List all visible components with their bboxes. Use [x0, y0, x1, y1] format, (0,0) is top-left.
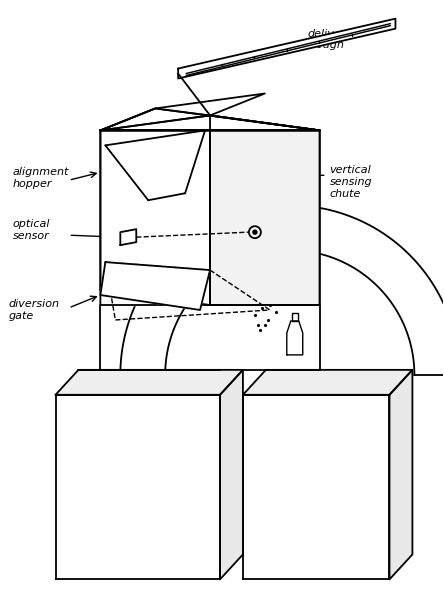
Polygon shape [100, 115, 210, 305]
Polygon shape [210, 115, 320, 305]
Polygon shape [100, 109, 320, 130]
Polygon shape [100, 115, 210, 305]
Polygon shape [56, 395, 220, 580]
Polygon shape [100, 93, 320, 130]
Polygon shape [120, 229, 136, 245]
Text: optical
sensor: optical sensor [13, 219, 50, 241]
Polygon shape [220, 370, 243, 580]
Polygon shape [389, 370, 412, 580]
Polygon shape [292, 313, 298, 321]
Circle shape [253, 230, 257, 234]
Polygon shape [178, 18, 396, 79]
Text: alignment
hopper: alignment hopper [13, 168, 69, 189]
Polygon shape [243, 370, 412, 395]
Polygon shape [100, 109, 320, 130]
Text: light
source: light source [329, 230, 367, 252]
Text: vertical
sensing
chute: vertical sensing chute [329, 165, 372, 198]
Text: delivery
trough: delivery trough [308, 29, 353, 50]
Polygon shape [100, 262, 210, 310]
Text: clear
output: clear output [296, 476, 337, 503]
Polygon shape [210, 115, 320, 305]
Text: color
output: color output [117, 476, 158, 503]
Polygon shape [100, 115, 320, 130]
Polygon shape [56, 370, 243, 395]
Polygon shape [287, 321, 303, 355]
Polygon shape [243, 395, 389, 580]
Text: diversion
gate: diversion gate [9, 299, 59, 321]
Polygon shape [120, 205, 444, 375]
